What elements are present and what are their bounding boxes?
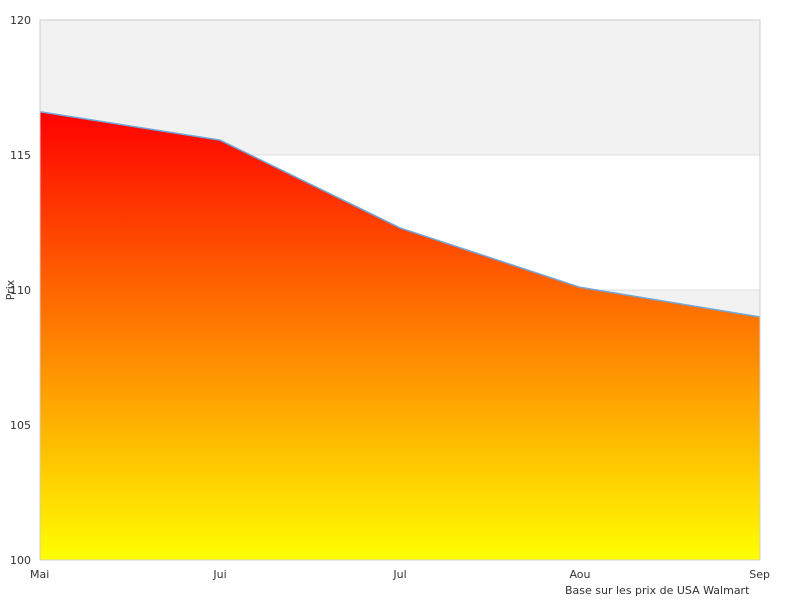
- x-tick-label: Jul: [392, 568, 406, 581]
- series-line: [39, 111, 761, 318]
- plot-frame: [39, 19, 761, 561]
- x-tick-label: Mai: [30, 568, 49, 581]
- plot-border: [39, 19, 761, 561]
- area-fill: [40, 111, 760, 561]
- x-axis-ticks: Mai Jui Jul Aou Sep: [30, 568, 770, 581]
- y-tick-label: 120: [10, 14, 31, 27]
- x-tick-label: Aou: [569, 568, 590, 581]
- y-axis-ticks: 100 105 110 115 120: [10, 14, 31, 567]
- x-tick-label: Jui: [212, 568, 226, 581]
- y-tick-label: 100: [10, 554, 31, 567]
- y-tick-label: 110: [10, 284, 31, 297]
- footnote: Base sur les prix de USA Walmart: [565, 584, 750, 597]
- y-axis-label: Prix: [4, 279, 17, 300]
- y-tick-label: 115: [10, 149, 31, 162]
- y-tick-label: 105: [10, 419, 31, 432]
- x-tick-label: Sep: [749, 568, 770, 581]
